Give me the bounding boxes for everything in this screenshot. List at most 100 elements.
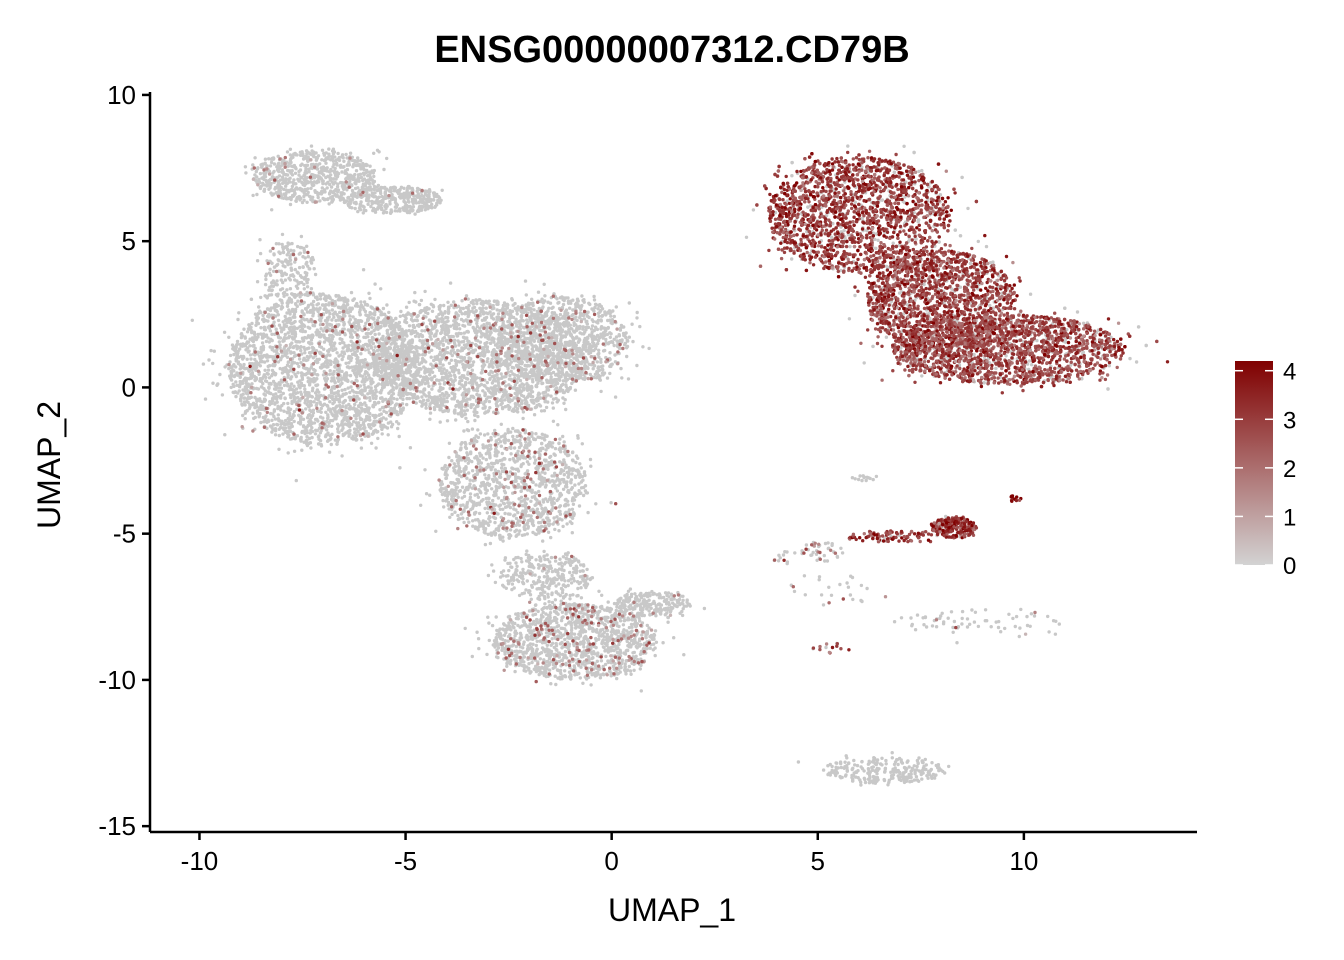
- cell-point: [454, 312, 458, 316]
- cell-point: [233, 390, 237, 394]
- cell-point: [258, 411, 262, 416]
- cell-point: [338, 405, 343, 410]
- cell-point: [336, 392, 340, 396]
- cell-point: [263, 157, 268, 161]
- cell-point: [315, 297, 320, 302]
- cell-point: [395, 397, 399, 401]
- cell-point: [300, 327, 305, 331]
- cell-point: [363, 342, 368, 347]
- cell-point: [288, 147, 293, 151]
- cell-point: [293, 334, 298, 338]
- cell-point: [315, 303, 319, 307]
- cell-point: [257, 179, 261, 184]
- cell-point: [347, 434, 351, 438]
- cell-point: [356, 186, 360, 190]
- cell-point: [460, 346, 464, 350]
- cell-point: [261, 348, 265, 352]
- cell-point: [368, 418, 372, 422]
- cell-point: [257, 305, 261, 309]
- cell-point: [243, 386, 247, 390]
- cell-point: [336, 379, 341, 383]
- cell-point: [242, 362, 246, 367]
- cell-point: [269, 288, 274, 293]
- cell-point: [303, 307, 308, 311]
- cell-point: [338, 395, 342, 399]
- cell-point: [325, 321, 329, 326]
- cell-point: [486, 357, 490, 361]
- cell-point: [485, 359, 489, 364]
- cell-point: [334, 187, 338, 192]
- cell-point: [425, 398, 430, 402]
- cell-point: [260, 359, 264, 364]
- cell-point: [444, 320, 449, 324]
- cell-point: [280, 301, 284, 305]
- cell-point: [367, 343, 372, 347]
- cell-point: [252, 416, 256, 421]
- cell-point: [343, 199, 347, 203]
- cell-point: [266, 336, 270, 340]
- cell-point: [294, 199, 298, 203]
- cell-point: [266, 182, 271, 186]
- cell-point: [343, 344, 347, 348]
- cell-point: [277, 169, 281, 174]
- cell-point: [394, 202, 398, 206]
- cell-point: [243, 336, 247, 340]
- cell-point: [369, 365, 373, 369]
- cell-point: [250, 321, 254, 326]
- cell-point: [284, 177, 288, 181]
- cell-point: [243, 367, 247, 371]
- cell-point: [290, 187, 294, 192]
- cell-point: [190, 318, 194, 322]
- cell-point: [385, 303, 389, 307]
- cell-point: [246, 340, 251, 344]
- cell-point: [418, 338, 422, 343]
- cell-point: [306, 413, 311, 418]
- cell-point: [470, 363, 475, 367]
- cell-point: [530, 297, 534, 301]
- cell-point: [262, 420, 266, 424]
- cell-point: [276, 154, 280, 158]
- cell-point: [370, 381, 374, 385]
- cell-point: [433, 204, 437, 209]
- cell-point: [365, 314, 370, 318]
- cell-point: [402, 192, 406, 196]
- cell-point: [380, 386, 385, 390]
- cell-point: [465, 408, 469, 412]
- cell-point: [299, 348, 303, 353]
- cell-point: [367, 199, 371, 203]
- cell-point: [420, 205, 424, 209]
- cell-point: [273, 308, 277, 313]
- cell-point: [294, 353, 298, 358]
- cell-point: [327, 147, 331, 151]
- cell-point: [241, 413, 245, 418]
- cell-point: [416, 208, 420, 212]
- cell-point: [343, 387, 347, 392]
- cell-point: [338, 198, 343, 202]
- cell-point: [353, 436, 358, 440]
- cell-point: [314, 403, 318, 408]
- cell-point: [235, 353, 239, 357]
- cell-point: [399, 309, 403, 314]
- cell-point: [352, 193, 356, 198]
- cell-point: [287, 177, 291, 182]
- cell-point: [285, 247, 290, 252]
- cell-point: [290, 437, 294, 441]
- cell-point: [289, 156, 294, 160]
- cell-point: [276, 258, 280, 262]
- cell-point: [390, 332, 394, 336]
- cell-point: [337, 298, 341, 302]
- cell-point: [385, 187, 389, 191]
- cell-point: [286, 435, 290, 439]
- cell-point: [280, 232, 285, 237]
- cell-point: [239, 393, 243, 397]
- cell-point: [531, 380, 535, 384]
- cell-point: [299, 324, 303, 328]
- cell-point: [260, 341, 265, 345]
- cell-point: [443, 311, 447, 315]
- cell-point: [314, 397, 318, 401]
- cell-point: [289, 382, 294, 386]
- cell-point: [427, 318, 432, 322]
- cell-point: [330, 372, 334, 376]
- cell-point: [390, 394, 394, 398]
- cell-point: [276, 162, 280, 167]
